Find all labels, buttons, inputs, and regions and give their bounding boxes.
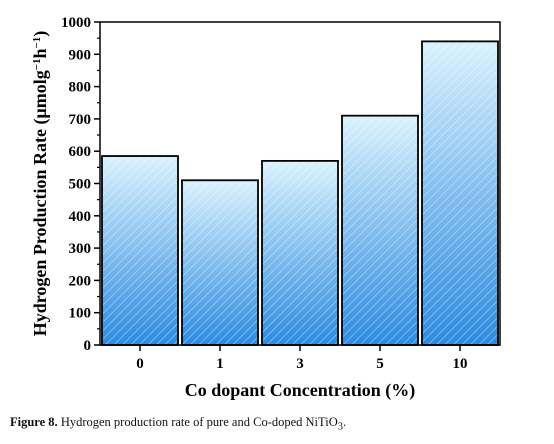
bar-10 [421,40,499,346]
y-axis: 0 100 200 300 400 500 600 700 800 900 1000 [61,15,100,354]
y-axis-title-end: ) [30,31,51,37]
y-tick-label-400: 400 [69,209,92,225]
bar-1 [181,179,259,346]
plot-frame [99,21,501,346]
y-tick-label-800: 800 [69,80,92,96]
y-tick-label-700: 700 [69,112,92,128]
bar-5 [341,114,419,346]
figure-caption: Figure 8. Hydrogen production rate of pu… [10,415,346,433]
bar-outline-1 [181,179,259,346]
x-axis: 0 1 3 5 10 [136,345,468,372]
y-tick-label-1000: 1000 [61,15,91,31]
y-axis-title-sup1: −1 [31,58,43,70]
y-axis-title-mid: h [30,48,50,58]
bar-3 [261,159,339,346]
caption-end: . [342,415,347,429]
y-tick-label-200: 200 [69,273,92,289]
y-tick-label-300: 300 [69,241,92,257]
caption-label: Figure 8. [10,415,58,429]
bar-outline-0 [101,155,179,346]
y-tick-label-0: 0 [84,338,92,354]
bar-outline-10 [421,40,499,346]
caption-subscript: 3 [337,421,343,433]
x-tick-label-3: 3 [296,356,304,372]
y-axis-title-sup2: −1 [31,37,43,49]
x-tick-label-1: 1 [216,356,224,372]
x-tick-label-10: 10 [453,356,468,372]
bar-outline-3 [261,159,339,346]
bars-group [101,40,499,346]
y-axis-title: Hydrogen Production Rate (μmolg−1h−1) [30,31,51,337]
caption-text: Hydrogen production rate of pure and Co-… [60,415,338,429]
bar-outline-5 [341,114,419,346]
y-axis-title-main: Hydrogen Production Rate (μmolg [30,70,51,336]
x-axis-title: Co dopant Concentration (%) [185,380,416,401]
y-tick-label-600: 600 [69,144,92,160]
bar-0 [101,155,179,346]
y-tick-label-900: 900 [69,47,92,63]
x-tick-label-0: 0 [136,356,144,372]
y-tick-label-500: 500 [69,177,92,193]
y-tick-label-100: 100 [69,306,92,322]
x-tick-label-5: 5 [376,356,384,372]
